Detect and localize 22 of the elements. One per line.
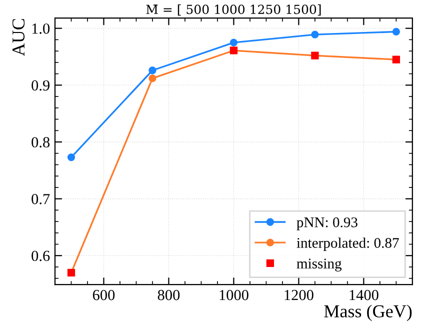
y-tick-label: 0.9 [32, 80, 50, 91]
legend-label: missing [296, 258, 342, 272]
point [230, 38, 238, 46]
y-tick-label: 0.6 [32, 250, 50, 262]
y-tick-label: 1.0 [32, 23, 50, 34]
x-axis-title: Mass (GeV) [324, 304, 412, 322]
legend-label: interpolated: 0.87 [296, 238, 399, 251]
chart-title: M̄ = [ 500 1000 1250 1500] [146, 4, 321, 16]
point [311, 30, 319, 38]
y-tick-label: 0.7 [32, 194, 50, 204]
x-tick-label: 1200 [284, 290, 314, 300]
x-tick-label: 800 [158, 290, 180, 300]
legend-label: pNN: 0.93 [296, 217, 358, 230]
x-tick-label: 600 [92, 290, 115, 300]
y-axis-title: AUC [12, 19, 25, 56]
point [392, 28, 400, 36]
x-tick-label: 1400 [350, 290, 378, 300]
point [67, 153, 76, 162]
y-tick-label: 0.8 [32, 137, 50, 148]
point [148, 74, 156, 82]
point [148, 66, 156, 74]
x-tick-label: 1000 [220, 290, 248, 300]
